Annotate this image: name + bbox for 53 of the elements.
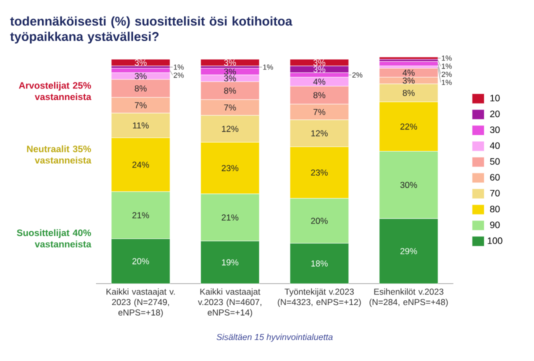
chart-title: todennäköisesti (%) suosittelisit ösi kotihoitoa työpaikkana ystävällesi? [10, 16, 292, 44]
legend-label: 100 [488, 237, 502, 244]
data-label: 3% [224, 75, 236, 82]
data-label: 18% [311, 260, 328, 267]
data-label: 12% [311, 130, 328, 136]
text: Neutraalit 35% vastanneista [27, 145, 92, 164]
data-label: 3% [313, 66, 326, 72]
legend-label: 60 [490, 174, 500, 181]
legend-label: 50 [490, 158, 500, 165]
bar [379, 56, 438, 60]
data-label: 3% [313, 60, 326, 66]
text: Sisältäen 15 hyvinvointialuetta [216, 334, 333, 342]
data-label: 7% [134, 102, 147, 108]
x-tick-label: Työntekijät v.2023 (N=4323, eNPS=+12) [278, 288, 361, 307]
data-label: 11% [132, 122, 149, 128]
legend-label: 30 [490, 126, 500, 134]
data-label: 21% [222, 214, 238, 221]
data-label: 30% [400, 182, 418, 188]
data-label: 7% [224, 104, 236, 111]
data-label: 8% [134, 85, 147, 92]
x-tick-label: Kaikki vastaajat v. 2023 (N=2749, eNPS=+18) [106, 288, 175, 318]
legend-label: 90 [490, 222, 500, 228]
legend-label: 70 [490, 190, 500, 196]
data-label: 4% [313, 78, 326, 85]
legend-label: 80 [490, 206, 500, 212]
legend-label: 20 [490, 110, 500, 118]
data-label: 23% [311, 170, 328, 176]
data-label: 24% [132, 162, 150, 168]
x-tick-label: Kaikki vastaajat v.2023 (N=4607, eNPS=+14) [198, 288, 262, 318]
data-label: 19% [222, 259, 238, 266]
data-label: 8% [402, 90, 415, 96]
text: Arvostelijat 25% vastanneista [18, 82, 92, 100]
text: Suosittelijat 40% vastanneista [16, 229, 92, 248]
data-label: 20% [311, 218, 328, 224]
data-label: 8% [224, 88, 236, 94]
data-label: 3% [134, 60, 147, 66]
data-label: 12% [222, 126, 238, 132]
x-tick-label: Esihenkilöt v.2023 (N=284, eNPS=+48) [370, 288, 448, 307]
legend-label: 40 [490, 142, 500, 149]
data-label: 22% [400, 124, 418, 130]
data-label: 3% [224, 68, 236, 75]
data-label: 20% [132, 258, 150, 264]
data-label: 3% [134, 73, 147, 80]
data-label: 3% [224, 60, 236, 66]
data-label: 7% [314, 108, 326, 116]
bar [379, 61, 438, 66]
data-label: 3% [402, 78, 415, 84]
data-label: 23% [222, 165, 238, 172]
data-label: 21% [132, 212, 150, 218]
legend-label: 10 [490, 94, 500, 102]
data-label: 8% [313, 92, 326, 98]
data-label: 29% [400, 248, 418, 254]
data-label: 4% [402, 70, 415, 76]
